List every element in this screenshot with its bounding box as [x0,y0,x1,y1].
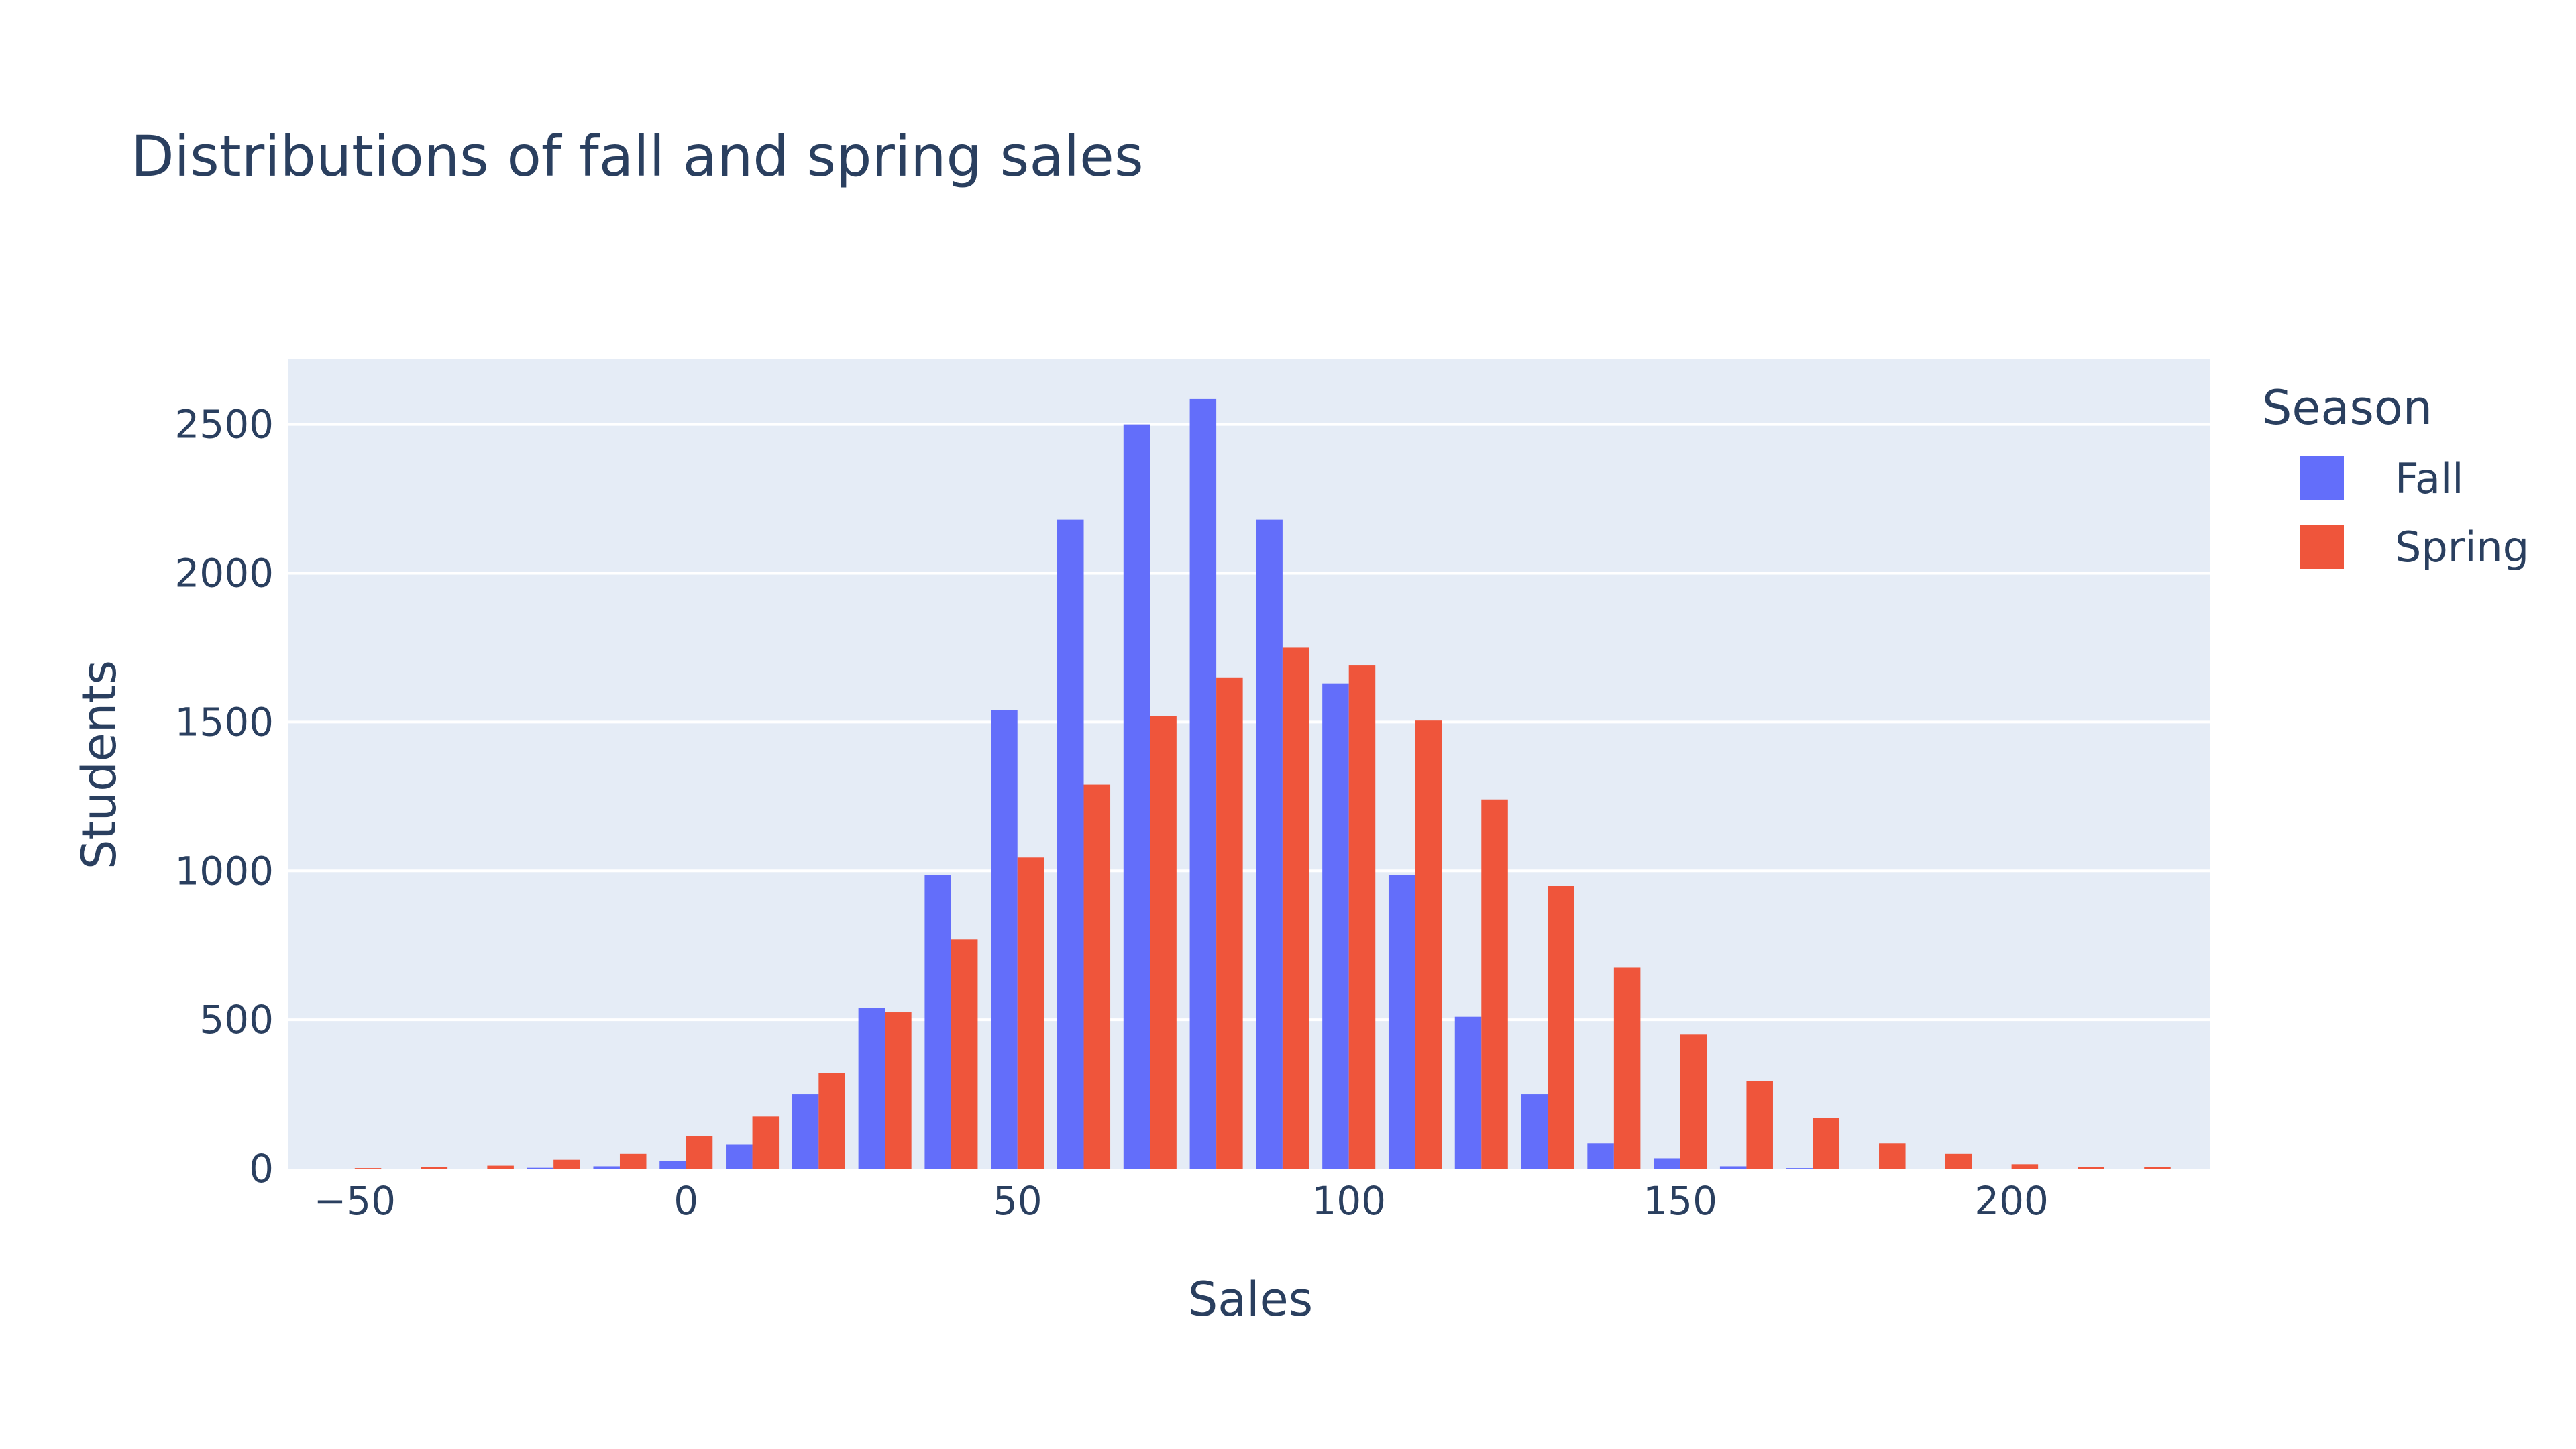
bar-fall [659,1161,686,1169]
legend-label-spring: Spring [2395,523,2529,572]
bar-spring [2078,1167,2104,1169]
bar-spring [1746,1081,1773,1169]
bar-spring [686,1136,713,1169]
bar-spring [354,1168,382,1169]
y-tick-label: 1000 [174,848,274,894]
bar-fall [1521,1094,1548,1169]
bar-spring [1680,1034,1707,1169]
bar-spring [885,1012,912,1169]
bar-spring [1348,665,1376,1169]
bar-fall [792,1094,819,1169]
bar-spring [2144,1167,2171,1169]
bar-fall [1256,519,1283,1169]
y-tick-label: 0 [249,1146,274,1191]
y-axis-ticks: 0 500 1000 1500 2000 2500 [174,402,274,1191]
bar-fall [527,1167,554,1169]
legend-swatch-fall [2300,456,2344,500]
bar-spring [951,939,978,1169]
bar-spring [752,1116,780,1169]
x-tick-label: 150 [1643,1178,1717,1224]
bar-fall [924,875,951,1169]
legend: Season Fall Spring [2262,380,2529,572]
bar-fall [593,1166,620,1169]
legend-title: Season [2262,380,2432,435]
bar-spring [1613,967,1641,1169]
bar-spring [1017,857,1044,1169]
bar-fall [1057,519,1084,1169]
plot-area [288,359,2210,1169]
bar-spring [1216,677,1243,1169]
bar-spring [1282,647,1309,1169]
bar-spring [2011,1164,2039,1169]
legend-label-fall: Fall [2395,454,2463,503]
bar-spring [1481,799,1508,1169]
gridlines [288,423,2210,1022]
bar-fall [1719,1166,1747,1169]
bar-spring [1879,1143,1906,1169]
bar-fall [1654,1158,1680,1169]
y-tick-label: 500 [199,997,274,1042]
x-tick-label: 100 [1311,1178,1386,1224]
bar-spring [818,1073,845,1169]
x-tick-label: 50 [993,1178,1042,1224]
bar-fall [991,710,1018,1169]
y-tick-label: 2500 [174,402,274,447]
bar-fall [726,1144,753,1169]
bar-fall [1587,1143,1614,1169]
legend-swatch-spring [2300,525,2344,569]
bar-spring [1813,1118,1839,1169]
bar-fall [1189,398,1217,1169]
x-tick-label: 0 [674,1178,698,1224]
legend-item-fall[interactable]: Fall [2300,454,2463,503]
chart-title: Distributions of fall and spring sales [131,123,1144,189]
x-axis-title: Sales [1188,1272,1313,1327]
bar-fall [1388,875,1415,1169]
bar-spring [1150,716,1177,1169]
bar-spring [487,1165,514,1169]
legend-item-spring[interactable]: Spring [2300,523,2529,572]
bar-spring [421,1167,448,1169]
bar-spring [619,1153,647,1169]
x-tick-label: −50 [314,1178,396,1224]
x-axis-ticks: −50 0 50 100 150 200 [314,1178,2049,1224]
bar-spring [1415,720,1442,1169]
bar-fall [1454,1016,1482,1169]
bar-spring [1083,784,1111,1169]
bar-spring [553,1159,580,1169]
bars [354,398,2171,1169]
bar-spring [1945,1153,1972,1169]
bar-fall [1322,683,1349,1169]
y-axis-title: Students [72,660,127,869]
x-tick-label: 200 [1974,1178,2049,1224]
y-tick-label: 2000 [174,551,274,596]
bar-fall [1123,424,1150,1169]
bar-spring [1548,885,1574,1169]
y-tick-label: 1500 [174,699,274,745]
bar-fall [1786,1168,1813,1169]
bar-fall [858,1008,885,1169]
